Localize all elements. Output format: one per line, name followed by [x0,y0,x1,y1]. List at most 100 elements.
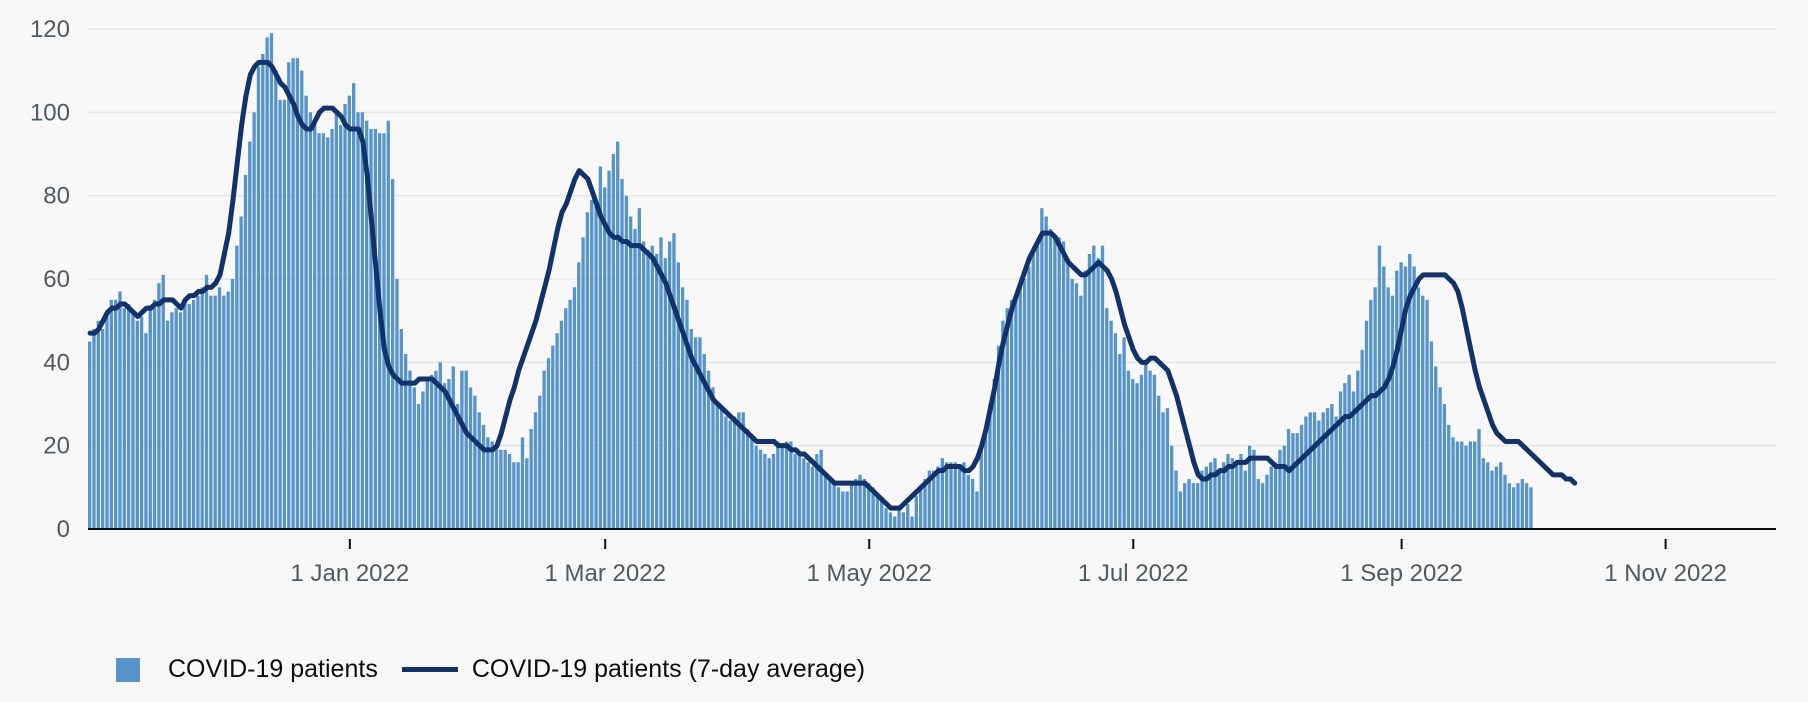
bar [308,112,313,529]
bar [611,154,616,529]
bar [295,58,300,530]
bar [1373,287,1377,529]
bar [1191,483,1196,529]
bar [1148,370,1152,529]
bar [1273,462,1278,529]
bar [1079,295,1083,529]
bar [200,287,204,529]
bar [217,287,222,529]
bar [416,404,421,529]
bar [118,291,122,529]
bar [105,312,109,529]
bar [131,312,135,529]
bar [1412,266,1416,529]
bar [629,216,633,529]
bar [1014,295,1018,529]
bar [1295,433,1299,529]
bar [109,299,113,529]
bar [706,370,711,529]
bar [1312,412,1317,529]
bar [178,312,183,529]
bar [624,195,629,530]
legend: COVID-19 patients COVID-19 patients (7-d… [116,655,889,684]
bar [1260,483,1265,529]
bar [819,449,823,529]
bar [1408,254,1412,529]
bar [1057,237,1061,529]
bar [538,395,542,529]
bar [1516,483,1520,529]
bar [650,245,654,530]
bar [356,112,360,529]
bar [369,129,373,529]
bar [1351,391,1356,529]
y-tick-label: 120 [30,16,70,43]
bar [1217,470,1221,529]
bar [1308,412,1312,529]
bar [780,445,784,529]
bar [1265,474,1269,529]
bar [278,99,282,529]
bar [927,470,931,529]
bar [957,466,962,529]
bar [1066,258,1070,529]
bar [975,491,979,529]
bar [667,241,672,529]
bar [559,320,564,529]
bar [261,54,265,529]
bar [1213,458,1217,529]
bar [793,454,797,529]
y-tick-label: 60 [43,266,70,293]
bar [1468,441,1473,529]
bar [1022,279,1027,529]
bar [1027,266,1031,529]
bar [1105,308,1109,529]
bar [854,479,858,529]
bar [719,408,724,529]
bar [1278,449,1282,529]
bar [412,387,416,529]
bar [321,133,326,530]
bar [754,445,758,529]
bar [970,479,975,529]
bar [1092,245,1096,530]
y-tick-label: 80 [43,183,70,210]
bar [248,141,252,529]
bar [1304,416,1308,529]
bar [139,316,144,529]
bar [1455,441,1460,529]
bar [1473,441,1477,529]
bar [1100,245,1105,530]
bar [784,441,789,529]
bar [1490,470,1494,529]
bar [1040,208,1044,530]
bar [1347,374,1351,529]
bar [1421,295,1425,529]
bar [1165,408,1170,529]
bar [373,129,377,529]
bar [663,258,667,529]
bar [1131,379,1135,529]
bar [1048,229,1053,529]
bar [157,283,161,529]
bar [603,187,607,529]
bar [940,458,944,529]
bar [100,329,105,529]
bar [507,454,512,529]
bar [92,329,96,529]
bar [421,391,425,529]
bar [339,124,343,529]
bar [1070,279,1074,529]
bar [949,462,953,529]
bar [585,212,590,529]
bar [1170,445,1174,529]
legend-label-bars: COVID-19 patients [168,655,378,683]
bar [996,345,1001,529]
bar [1325,408,1330,529]
bar [1118,354,1122,529]
bar [988,404,992,529]
bar [1230,458,1234,529]
bar [1196,483,1200,529]
